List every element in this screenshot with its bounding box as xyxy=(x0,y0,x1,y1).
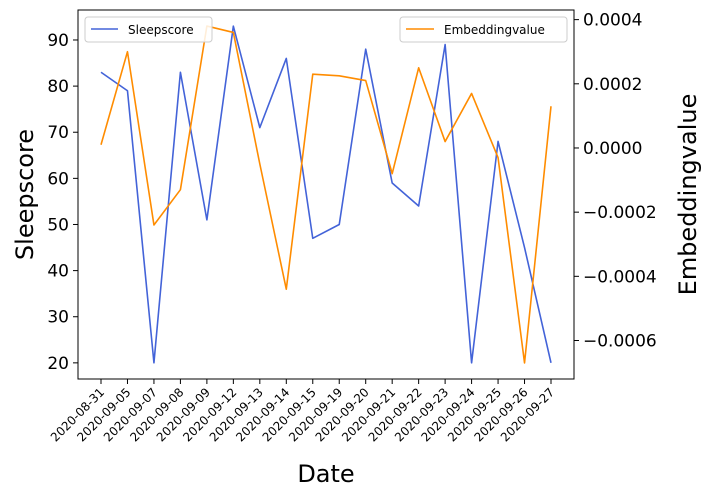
right-y-tick-label: −0.0002 xyxy=(583,203,657,223)
left-y-tick-label: 40 xyxy=(47,262,69,282)
right-y-tick-label: 0.0002 xyxy=(583,75,642,95)
left-y-tick-label: 90 xyxy=(47,31,69,51)
right-y-tick-label: −0.0006 xyxy=(583,331,657,351)
legend-box xyxy=(399,16,568,43)
left-y-tick-label: 30 xyxy=(47,308,69,328)
right-y-tick-label: 0.0000 xyxy=(583,139,642,159)
legend-label-embeddingvalue: Embeddingvalue xyxy=(444,23,545,37)
left-y-tick-label: 70 xyxy=(47,123,69,143)
plot-area: 20 30 40 50 60 70 80 90 −0.0006 −0.0004 −0.0002 0.0… xyxy=(47,9,657,444)
left-y-tick-label: 50 xyxy=(47,215,69,235)
plot-frame xyxy=(77,9,575,380)
right-y-tick-label: −0.0004 xyxy=(583,267,657,287)
legend-box xyxy=(84,16,213,43)
series-line-embeddingvalue xyxy=(100,25,552,364)
legend-sleepscore: Sleepscore xyxy=(84,16,213,43)
right-y-axis-title: Embeddingvalue xyxy=(674,94,702,296)
series-line-sleepscore xyxy=(100,25,552,364)
legend-label-sleepscore: Sleepscore xyxy=(128,23,194,37)
right-y-tick-label: 0.0004 xyxy=(583,11,642,31)
x-axis-title: Date xyxy=(297,460,354,488)
legend-embeddingvalue: Embeddingvalue xyxy=(399,16,568,43)
left-y-tick-label: 60 xyxy=(47,169,69,189)
left-y-axis-title: Sleepscore xyxy=(11,129,39,260)
left-y-tick-label: 80 xyxy=(47,77,69,97)
left-y-tick-label: 20 xyxy=(47,354,69,374)
